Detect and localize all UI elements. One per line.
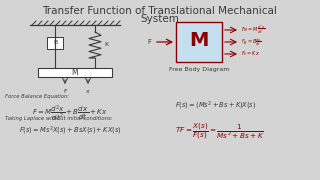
Text: $F_B = B\frac{dx}{dt}$: $F_B = B\frac{dx}{dt}$ — [241, 36, 262, 48]
Text: Taking Laplace without initial conditions:: Taking Laplace without initial condition… — [5, 116, 113, 121]
Text: x: x — [86, 89, 90, 94]
Bar — [47, 37, 63, 49]
Text: $F_M = M\frac{d^2 x}{dt^2}$: $F_M = M\frac{d^2 x}{dt^2}$ — [241, 24, 265, 36]
Text: $F_k = Kx$: $F_k = Kx$ — [241, 50, 260, 59]
Bar — [176, 22, 222, 62]
Text: M: M — [72, 68, 78, 77]
Text: F: F — [147, 39, 151, 45]
Text: F: F — [63, 89, 67, 94]
Bar — [38, 68, 112, 77]
Text: $F(s) = (Ms^2 + Bs + K)X(s)$: $F(s) = (Ms^2 + Bs + K)X(s)$ — [175, 100, 256, 112]
Text: System: System — [140, 14, 180, 24]
Text: K: K — [104, 42, 108, 48]
Text: $F = M\dfrac{d^2 x}{dt^2} + B\dfrac{d\,x}{dt} + Kx$: $F = M\dfrac{d^2 x}{dt^2} + B\dfrac{d\,x… — [32, 103, 108, 123]
Text: B: B — [53, 40, 57, 46]
Text: Free Body Diagram: Free Body Diagram — [169, 67, 229, 72]
Text: M: M — [189, 31, 209, 51]
Text: $F(s) = Ms^2X(s) + BsX(s) + KX(s)$: $F(s) = Ms^2X(s) + BsX(s) + KX(s)$ — [19, 125, 121, 137]
Text: $TF = \dfrac{X(s)}{F(s)} = \dfrac{1}{Ms^2 + Bs + K}$: $TF = \dfrac{X(s)}{F(s)} = \dfrac{1}{Ms^… — [175, 122, 264, 141]
Text: Force Balance Equation:: Force Balance Equation: — [5, 94, 69, 99]
Text: Transfer Function of Translational Mechanical: Transfer Function of Translational Mecha… — [43, 6, 277, 16]
